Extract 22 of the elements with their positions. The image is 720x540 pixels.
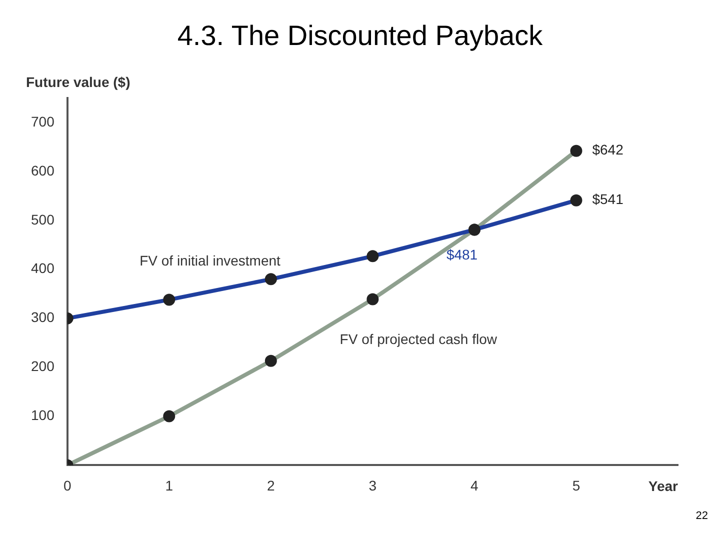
y-tick-label: 400 <box>31 260 55 276</box>
x-tick-label: 2 <box>267 477 276 494</box>
series-label: FV of projected cash flow <box>340 330 498 347</box>
x-tick-label: 3 <box>368 477 377 494</box>
text: 22 <box>696 510 708 522</box>
y-tick-label: 100 <box>31 407 55 424</box>
x-tick-label: 1 <box>165 477 174 494</box>
x-tick-label: 0 <box>63 477 72 494</box>
y-axis-title: Future value ($) <box>26 74 130 90</box>
data-label: $541 <box>592 191 624 208</box>
y-tick-label: 600 <box>31 162 55 178</box>
chart-title: 4.3. The Discounted Payback <box>176 20 544 52</box>
y-tick-label: 700 <box>31 113 55 130</box>
y-tick-label: 200 <box>31 358 55 374</box>
x-tick-label: 5 <box>572 477 580 494</box>
x-tick-label: 4 <box>470 477 479 494</box>
y-tick-label: 500 <box>31 211 55 228</box>
series-label: FV of initial investment <box>140 252 281 268</box>
x-axis-title: Year <box>648 478 679 494</box>
data-label: $481 <box>446 246 478 263</box>
y-tick-label: 300 <box>31 309 55 326</box>
data-label: $642 <box>592 142 624 158</box>
